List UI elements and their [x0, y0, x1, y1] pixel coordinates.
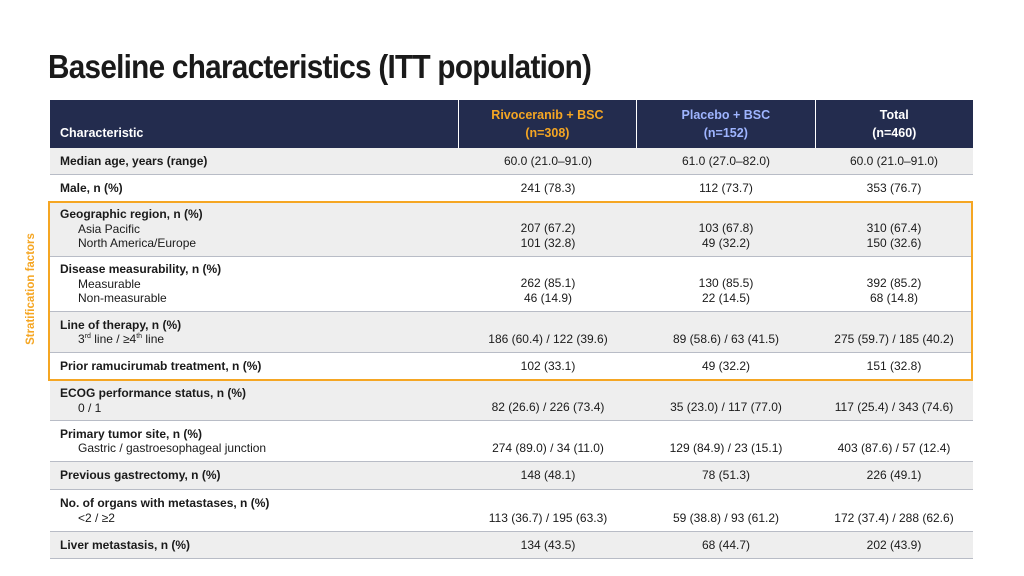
row-sublabel: 0 / 1 — [78, 400, 102, 415]
table-row-organs-metastases: No. of organs with metastases, n (%) <2 … — [50, 490, 973, 532]
table-row-previous-gastrectomy: Previous gastrectomy, n (%) 148 (48.1) 7… — [50, 462, 973, 490]
cell-rivoceranib: 274 (89.0) / 34 (11.0) — [492, 440, 604, 455]
row-label: Liver metastasis, n (%) — [60, 537, 191, 552]
cell-total: 310 (67.4) 150 (32.6) — [866, 221, 922, 250]
baseline-table: Characteristic Rivoceranib + BSC (n=308)… — [50, 100, 973, 559]
header-placebo-n: (n=152) — [703, 126, 748, 140]
header-characteristic: Characteristic — [60, 126, 144, 140]
row-label: Disease measurability, n (%) — [60, 262, 222, 277]
table-row-disease-measurability: Disease measurability, n (%) Measurable … — [50, 257, 973, 312]
cell-rivoceranib: 148 (48.1) — [520, 468, 576, 483]
row-label: Prior ramucirumab treatment, n (%) — [60, 359, 262, 374]
cell-rivoceranib: 60.0 (21.0–91.0) — [503, 153, 593, 168]
table-row-primary-tumor-site: Primary tumor site, n (%) Gastric / gast… — [50, 421, 973, 462]
cell-total: 202 (43.9) — [866, 537, 922, 552]
cell-placebo: 61.0 (27.0–82.0) — [681, 153, 771, 168]
cell-total: 226 (49.1) — [866, 468, 922, 483]
table-row-male: Male, n (%) 241 (78.3) 112 (73.7) 353 (7… — [50, 175, 973, 202]
cell-rivoceranib: 102 (33.1) — [520, 359, 576, 374]
row-label: Line of therapy, n (%) — [60, 317, 182, 332]
row-label: No. of organs with metastases, n (%) — [60, 496, 270, 510]
header-placebo-name: Placebo + BSC — [681, 108, 771, 122]
cell-rivoceranib: 134 (43.5) — [520, 537, 576, 552]
header-total: Total (n=460) — [814, 100, 973, 148]
cell-rivoceranib: 113 (36.7) / 195 (63.3) — [488, 510, 608, 525]
row-label: Male, n (%) — [60, 180, 123, 195]
row-sublabel: Non-measurable — [78, 291, 167, 306]
cell-rivoceranib: 241 (78.3) — [520, 180, 576, 195]
cell-total: 117 (25.4) / 343 (74.6) — [834, 399, 954, 414]
cell-placebo: 78 (51.3) — [701, 468, 751, 483]
cell-rivoceranib: 186 (60.4) / 122 (39.6) — [488, 331, 608, 346]
cell-placebo: 130 (85.5) 22 (14.5) — [698, 276, 754, 305]
header-total-name: Total — [879, 108, 909, 122]
cell-total: 392 (85.2) 68 (14.8) — [866, 276, 922, 305]
cell-rivoceranib: 207 (67.2) 101 (32.8) — [520, 221, 576, 250]
cell-total: 151 (32.8) — [866, 359, 922, 374]
row-sublabel: North America/Europe — [78, 236, 197, 251]
cell-rivoceranib: 82 (26.6) / 226 (73.4) — [491, 399, 605, 414]
table-row-ecog: ECOG performance status, n (%) 0 / 1 82 … — [50, 381, 973, 421]
table-row-liver-metastasis: Liver metastasis, n (%) 134 (43.5) 68 (4… — [50, 532, 973, 559]
page-title: Baseline characteristics (ITT population… — [48, 48, 592, 85]
stratification-factors-label: Stratification factors — [25, 233, 37, 345]
cell-rivoceranib: 262 (85.1) 46 (14.9) — [520, 276, 576, 305]
cell-placebo: 68 (44.7) — [701, 537, 751, 552]
row-sublabel: 3rd line / ≥4th line — [78, 332, 165, 346]
table-row-median-age: Median age, years (range) 60.0 (21.0–91.… — [50, 148, 973, 175]
row-label: Geographic region, n (%) — [60, 207, 203, 222]
cell-placebo: 103 (67.8) 49 (32.2) — [698, 221, 754, 250]
cell-total: 60.0 (21.0–91.0) — [849, 153, 939, 168]
cell-placebo: 89 (58.6) / 63 (41.5) — [672, 331, 780, 346]
header-rivoceranib-name: Rivoceranib + BSC — [491, 108, 604, 122]
row-sublabel: Gastric / gastroesophageal junction — [78, 441, 267, 455]
table-row-prior-ramucirumab: Prior ramucirumab treatment, n (%) 102 (… — [50, 353, 973, 381]
row-label: Median age, years (range) — [60, 153, 208, 168]
cell-total: 353 (76.7) — [866, 180, 922, 195]
header-placebo: Placebo + BSC (n=152) — [636, 100, 814, 148]
row-label: Previous gastrectomy, n (%) — [60, 468, 221, 483]
header-rivoceranib-n: (n=308) — [525, 126, 570, 140]
cell-placebo: 112 (73.7) — [699, 180, 753, 195]
cell-placebo: 129 (84.9) / 23 (15.1) — [669, 440, 783, 455]
table-row-line-of-therapy: Line of therapy, n (%) 3rd line / ≥4th l… — [50, 312, 973, 353]
cell-total: 275 (59.7) / 185 (40.2) — [834, 331, 954, 346]
row-sublabel: Measurable — [78, 276, 141, 291]
cell-placebo: 35 (23.0) / 117 (77.0) — [670, 399, 782, 414]
cell-total: 172 (37.4) / 288 (62.6) — [834, 510, 954, 525]
header-total-n: (n=460) — [872, 126, 917, 140]
row-sublabel: <2 / ≥2 — [78, 510, 115, 525]
cell-placebo: 49 (32.2) — [701, 359, 751, 374]
row-label: Primary tumor site, n (%) — [60, 426, 203, 441]
cell-placebo: 59 (38.8) / 93 (61.2) — [672, 510, 780, 525]
row-sublabel: Asia Pacific — [78, 221, 141, 236]
header-rivoceranib: Rivoceranib + BSC (n=308) — [457, 100, 636, 148]
table-header: Characteristic Rivoceranib + BSC (n=308)… — [50, 100, 973, 148]
cell-total: 403 (87.6) / 57 (12.4) — [837, 440, 951, 455]
row-label: ECOG performance status, n (%) — [60, 386, 247, 400]
table-row-geographic-region: Geographic region, n (%) Asia Pacific No… — [50, 202, 973, 257]
